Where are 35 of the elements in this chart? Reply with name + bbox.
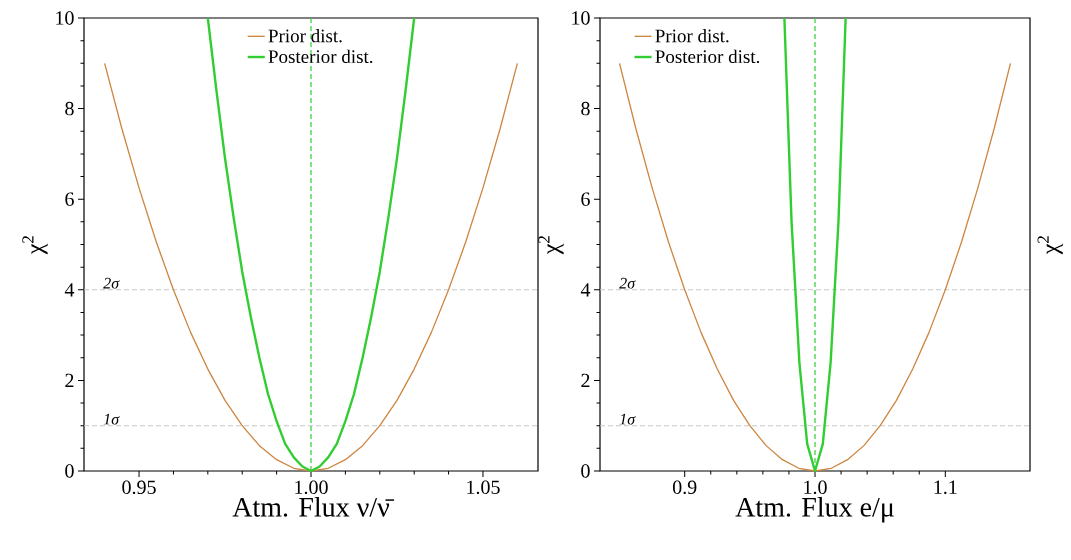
y-tick-label: 6	[581, 192, 590, 206]
y-tick-label: 8	[581, 101, 590, 116]
legend-label: Posterior dist.	[268, 49, 373, 64]
y-axis-title: χ$^{2}$	[22, 236, 48, 255]
x-tick-label: 1.1	[934, 480, 957, 495]
line-series	[618, 62, 1012, 472]
ref-line-label: 1σ	[103, 413, 120, 425]
y-tick-label: 4	[64, 283, 75, 297]
y-tick-label: 0	[65, 464, 74, 478]
x-axis-title: Atm. Flux ν/ν̄	[232, 496, 395, 517]
line-series	[206, 16, 416, 473]
legend-label: Prior dist.	[268, 29, 342, 43]
ref-line-label: 1σ	[619, 413, 636, 425]
x-tick-label: 1.05	[467, 480, 500, 495]
y-tick-label: 2	[65, 373, 74, 388]
ref-line-label: 2σ	[103, 277, 120, 289]
y-tick-label: 10	[572, 11, 590, 25]
y-tick-label: 10	[56, 11, 74, 25]
x-tick-label: 0.95	[122, 480, 156, 495]
x-tick-label: 1.0	[804, 480, 827, 495]
ref-line-label: 2σ	[619, 277, 636, 289]
y-axis-title: χ$^{2}$	[538, 236, 564, 255]
legend-label: Prior dist.	[655, 29, 729, 43]
y-tick-label: 4	[580, 283, 591, 297]
y-tick-label: 2	[581, 373, 590, 388]
y-tick-label: 8	[65, 101, 74, 116]
y-tick-label: 0	[581, 464, 590, 478]
x-axis-title: Atm. Flux e/μ	[735, 496, 894, 523]
line-series	[783, 16, 847, 473]
x-tick-label: 0.9	[672, 480, 697, 495]
text: χ$^{2}$	[1037, 236, 1063, 255]
y-tick-label: 6	[65, 192, 74, 206]
legend-label: Posterior dist.	[655, 49, 760, 64]
line-series	[103, 62, 519, 472]
x-tick-label: 1.00	[295, 480, 328, 495]
